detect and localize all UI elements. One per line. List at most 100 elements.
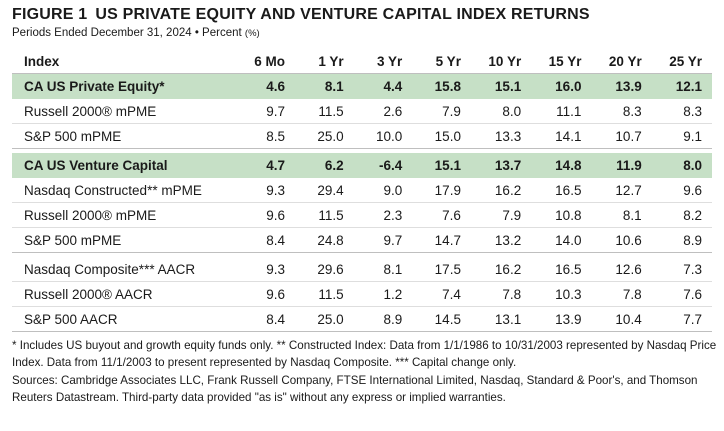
table-row: S&P 500 mPME 8.4 24.8 9.7 14.7 13.2 14.0 10.6 8.…: [12, 228, 712, 253]
table-row: Russell 2000® mPME 9.7 11.5 2.6 7.9 8.0 11.1 8.…: [12, 99, 712, 124]
figure-subtitle: Periods Ended December 31, 2024 • Percen…: [12, 27, 260, 39]
row-label: S&P 500 mPME: [24, 128, 122, 144]
value-cell: 10.0: [376, 128, 403, 144]
value-cell: 17.5: [412, 257, 471, 282]
value-cell: 14.7: [434, 232, 461, 248]
value-cell: 17.9: [412, 178, 471, 203]
value-cell: 7.4: [412, 281, 471, 307]
table-row: Russell 2000® mPME 9.6 11.5 2.3 7.6 7.9 10.8 8.…: [12, 202, 712, 228]
value-cell: 8.3: [591, 99, 652, 124]
footnotes: * Includes US buyout and growth equity f…: [12, 337, 718, 406]
table-body: CA US Private Equity* 4.6 8.1 4.4 15.8 15.1 16…: [12, 73, 712, 332]
value-cell: 13.2: [494, 232, 522, 248]
value-cell: 9.3: [239, 257, 296, 282]
header-index: Index: [12, 49, 240, 74]
value-cell: 7.6: [651, 281, 712, 307]
spacer-cell: [12, 252, 712, 257]
value-cell: 4.4: [353, 73, 413, 99]
value-cell: 24.8: [317, 232, 344, 248]
value-cell: 16.2: [470, 178, 532, 203]
header-15yr: 15 Yr: [531, 49, 592, 74]
row-label: S&P 500 AACR: [12, 306, 240, 332]
value-cell: 9.3: [239, 178, 296, 203]
value-cell: 7.3: [651, 257, 712, 282]
value-cell: 14.0: [555, 232, 582, 248]
value-cell: 8.9: [353, 306, 413, 332]
value-cell: 11.1: [531, 99, 592, 124]
row-label: Russell 2000® mPME: [12, 99, 240, 124]
row-label: CA US Private Equity*: [12, 73, 240, 99]
value-cell: 29.4: [295, 178, 354, 203]
header-5yr: 5 Yr: [412, 49, 471, 74]
figure-subtitle-text: Periods Ended December 31, 2024 • Percen…: [12, 27, 242, 39]
value-cell: 29.6: [295, 257, 354, 282]
value-cell: 6.2: [295, 153, 354, 178]
value-cell: 7.7: [651, 306, 712, 332]
value-cell: 10.6: [615, 232, 642, 248]
header-1yr: 1 Yr: [295, 49, 354, 74]
value-cell: 25.0: [317, 128, 344, 144]
value-cell: 12.7: [591, 178, 652, 203]
highlight-row: CA US Private Equity* 4.6 8.1 4.4 15.8 15.1 16…: [12, 73, 712, 99]
value-cell: 1.2: [353, 281, 413, 307]
row-label: Russell 2000® mPME: [12, 202, 240, 228]
value-cell: 9.6: [239, 202, 296, 228]
value-cell: 9.6: [651, 178, 712, 203]
value-cell: 7.9: [470, 202, 532, 228]
value-cell: 25.0: [295, 306, 354, 332]
group-spacer: [12, 148, 712, 153]
value-cell: 15.1: [470, 73, 532, 99]
value-cell: 13.3: [494, 128, 522, 144]
footnote-sources: Sources: Cambridge Associates LLC, Frank…: [12, 373, 698, 404]
value-cell: 8.9: [683, 232, 702, 248]
figure-title-text: US PRIVATE EQUITY AND VENTURE CAPITAL IN…: [95, 6, 590, 23]
value-cell: 9.1: [683, 128, 702, 144]
value-cell: 14.1: [555, 128, 582, 144]
row-label: Nasdaq Constructed** mPME: [12, 178, 240, 203]
table-row: S&P 500 AACR 8.4 25.0 8.9 14.5 13.1 13.9 10.4 7.…: [12, 306, 712, 332]
value-cell: 16.0: [531, 73, 592, 99]
value-cell: 13.9: [591, 73, 652, 99]
value-cell: 10.3: [531, 281, 592, 307]
value-cell: 7.6: [412, 202, 471, 228]
value-cell: 4.7: [239, 153, 296, 178]
value-cell: 11.5: [295, 99, 354, 124]
spacer-cell: [12, 148, 712, 153]
value-cell: 8.0: [651, 153, 712, 178]
value-cell: 2.3: [353, 202, 413, 228]
value-cell: 10.7: [615, 128, 642, 144]
value-cell: 8.3: [651, 99, 712, 124]
value-cell: 13.7: [470, 153, 532, 178]
value-cell: 4.6: [239, 73, 296, 99]
header-3yr: 3 Yr: [353, 49, 413, 74]
value-cell: 8.4: [239, 306, 296, 332]
header-row: Index 6 Mo 1 Yr 3 Yr 5 Yr 10 Yr 15 Yr 20…: [12, 49, 712, 74]
row-label: CA US Venture Capital: [12, 153, 240, 178]
value-cell: 9.7: [239, 99, 296, 124]
figure-unit: (%): [244, 28, 260, 39]
header-25yr: 25 Yr: [651, 49, 712, 74]
figure-title: FIGURE 1 US PRIVATE EQUITY AND VENTURE CA…: [12, 6, 590, 24]
returns-table: Index 6 Mo 1 Yr 3 Yr 5 Yr 10 Yr 15 Yr 20…: [12, 49, 712, 332]
value-cell: 8.4: [266, 232, 286, 248]
value-cell: 8.2: [651, 202, 712, 228]
value-cell: 11.5: [295, 281, 354, 307]
value-cell: 14.8: [531, 153, 592, 178]
header-10yr: 10 Yr: [470, 49, 532, 74]
value-cell: 16.2: [470, 257, 532, 282]
row-label: S&P 500 mPME: [24, 232, 122, 248]
value-cell: 9.0: [353, 178, 413, 203]
header-20yr: 20 Yr: [591, 49, 652, 74]
value-cell: 9.7: [383, 232, 403, 248]
table-row: S&P 500 mPME 8.5 25.0 10.0 15.0 13.3 14.1 10.7 9…: [12, 124, 712, 149]
value-cell: 8.0: [470, 99, 532, 124]
value-cell: 7.8: [591, 281, 652, 307]
value-cell: 15.8: [412, 73, 471, 99]
value-cell: 10.8: [531, 202, 592, 228]
table-row: Nasdaq Composite*** AACR 9.3 29.6 8.1 17.5 16…: [12, 257, 712, 282]
value-cell: 15.0: [434, 128, 461, 144]
figure-label: FIGURE 1: [12, 6, 88, 23]
value-cell: 7.9: [412, 99, 471, 124]
table-row: Russell 2000® AACR 9.6 11.5 1.2 7.4 7.8 10.3 7.…: [12, 281, 712, 307]
value-cell: 8.1: [353, 257, 413, 282]
